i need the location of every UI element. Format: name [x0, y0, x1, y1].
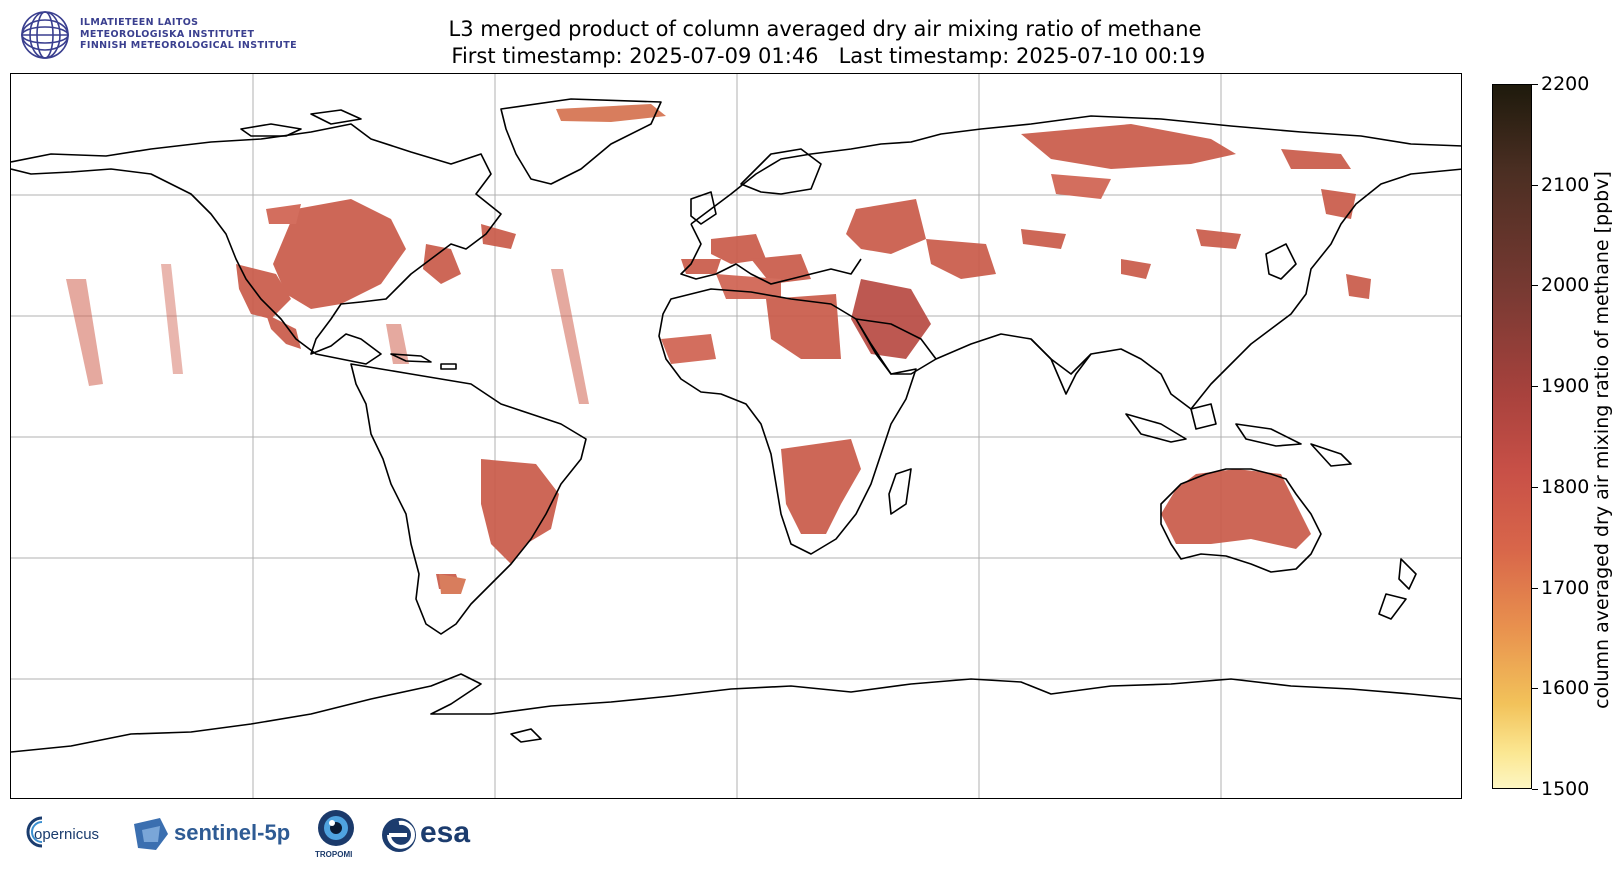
fmi-line2: METEOROLOGISKA INSTITUTET [80, 28, 255, 40]
colorbar-tick-mark [1532, 486, 1538, 488]
colorbar-tick-label: 2000 [1541, 274, 1590, 297]
colorbar-tick-label: 1600 [1541, 677, 1590, 700]
coastlines [11, 98, 1461, 753]
copernicus-text: opernicus [34, 826, 100, 843]
colorbar-tick-label: 1500 [1541, 778, 1590, 800]
map-svg [11, 74, 1461, 798]
fmi-line3: FINNISH METEOROLOGICAL INSTITUTE [80, 40, 298, 51]
sentinel-logo: sentinel-5p [130, 808, 295, 864]
colorbar-tick-label: 1700 [1541, 576, 1590, 599]
colorbar-tick-mark [1532, 84, 1538, 85]
map-title: L3 merged product of column averaged dry… [300, 16, 1350, 70]
title-line2: First timestamp: 2025-07-09 01:46 Last t… [444, 44, 1206, 68]
footer-logos: opernicus sentinel-5p TROPOMI esa [18, 808, 498, 864]
sentinel-satellite-icon [134, 818, 168, 850]
copernicus-icon [26, 816, 43, 848]
world-map [10, 73, 1462, 799]
esa-text: esa [420, 816, 471, 849]
colorbar-gradient [1492, 84, 1532, 789]
esa-icon [382, 818, 416, 852]
colorbar-tick-mark [1532, 285, 1538, 287]
colorbar-tick-mark [1532, 688, 1538, 690]
esa-logo: esa [380, 808, 480, 864]
colorbar-label: column averaged dry air mixing ratio of … [1591, 171, 1613, 709]
fmi-globe-icon [21, 11, 69, 59]
colorbar-tick-label: 1900 [1541, 375, 1590, 398]
gridlines [11, 74, 1461, 798]
colorbar-tick-mark [1532, 184, 1538, 186]
copernicus-logo: opernicus [18, 808, 123, 864]
methane-data [66, 104, 1371, 594]
title-line1: L3 merged product of column averaged dry… [448, 17, 1202, 41]
colorbar-tick-mark [1532, 386, 1538, 388]
colorbar-tick-label: 2200 [1541, 73, 1590, 95]
colorbar-tick-label: 1800 [1541, 475, 1590, 498]
fmi-logo [18, 10, 308, 62]
colorbar-tick-mark [1532, 587, 1538, 589]
colorbar-tick-label: 2100 [1541, 173, 1590, 196]
colorbar [1492, 84, 1532, 789]
fmi-logo-text: ILMATIETEEN LAITOS METEOROLOGISKA INSTIT… [80, 17, 297, 52]
tropomi-logo: TROPOMI [314, 808, 359, 864]
fmi-line1: ILMATIETEEN LAITOS [80, 17, 199, 28]
tropomi-eye-icon [318, 810, 354, 846]
colorbar-tick-mark [1532, 789, 1538, 790]
tropomi-text: TROPOMI [315, 850, 353, 859]
sentinel-text: sentinel-5p [174, 820, 291, 845]
